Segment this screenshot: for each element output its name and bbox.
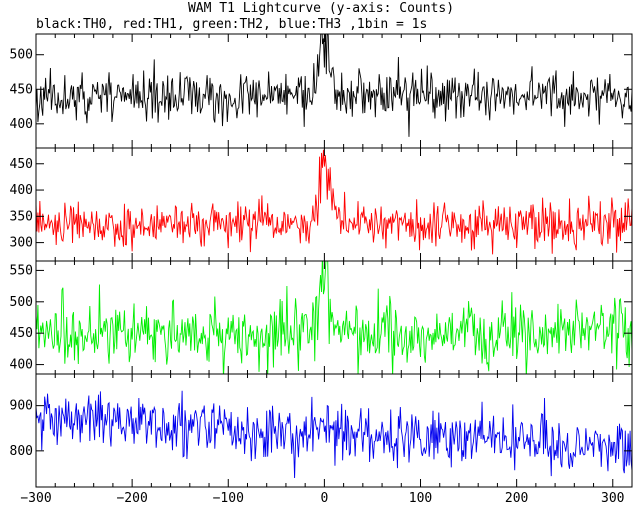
x-tick-label: −300 xyxy=(20,491,51,505)
y-tick-label: 450 xyxy=(10,82,33,97)
y-tick-label: 400 xyxy=(10,183,33,198)
y-tick-label: 400 xyxy=(10,358,33,373)
x-tick-label: 100 xyxy=(409,491,432,505)
y-tick-label: 500 xyxy=(10,295,33,310)
x-tick-label: 0 xyxy=(320,491,328,505)
x-tick-label: 200 xyxy=(505,491,528,505)
y-tick-label: 550 xyxy=(10,263,33,278)
panel-frame-2 xyxy=(35,260,633,375)
y-tick-label: 450 xyxy=(10,326,33,341)
y-tick-label: 800 xyxy=(10,444,33,459)
y-tick-label: 350 xyxy=(10,209,33,224)
y-tick-label: 500 xyxy=(10,48,33,63)
chart-legend-note: black:TH0, red:TH1, green:TH2, blue:TH3 … xyxy=(36,17,428,32)
series-line-2-0 xyxy=(36,261,632,374)
y-tick-label: 450 xyxy=(10,157,33,172)
series-line-1-0 xyxy=(36,149,632,255)
chart-title: WAM T1 Lightcurve (y-axis: Counts) xyxy=(187,1,455,16)
series-line-3-0 xyxy=(36,390,632,478)
panel-frame-3 xyxy=(35,373,633,488)
series-line-0-0 xyxy=(36,34,632,137)
x-tick-label: 300 xyxy=(601,491,624,505)
y-tick-label: 900 xyxy=(10,399,33,414)
x-tick-label: −100 xyxy=(213,491,244,505)
y-tick-label: 400 xyxy=(10,117,33,132)
x-tick-label: −200 xyxy=(116,491,147,505)
y-tick-label: 300 xyxy=(10,236,33,251)
